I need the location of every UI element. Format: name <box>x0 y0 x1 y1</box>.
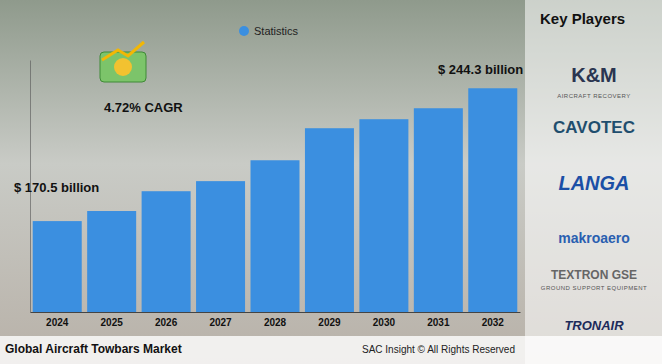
key-players-title: Key Players <box>540 10 625 27</box>
key-player-tagline: GROUND SUPPORT EQUIPMENT <box>541 285 647 291</box>
bar <box>305 128 354 312</box>
background <box>0 0 662 364</box>
key-player: makroaero <box>558 230 630 246</box>
annotation: $ 170.5 billion <box>14 180 99 195</box>
bar <box>359 119 408 312</box>
panel <box>525 0 662 364</box>
bar <box>142 191 191 312</box>
tick-label: 2028 <box>264 317 287 328</box>
annotation: 4.72% CAGR <box>104 100 183 115</box>
tick: 2028 <box>264 312 287 328</box>
bar <box>251 160 300 312</box>
key-player: CAVOTEC <box>553 118 635 137</box>
tick-label: 2024 <box>46 317 69 328</box>
tick-label: 2031 <box>427 317 450 328</box>
key-player-tagline: AIRCRAFT RECOVERY <box>557 93 631 99</box>
bar <box>414 108 463 312</box>
bar <box>87 211 136 312</box>
bar <box>196 181 245 312</box>
tick: 2030 <box>373 312 396 328</box>
tick-label: 2030 <box>373 317 396 328</box>
tick-label: 2032 <box>482 317 505 328</box>
tick: 2032 <box>482 312 505 328</box>
tick: 2025 <box>101 312 124 328</box>
bar <box>33 221 82 312</box>
tick: 2029 <box>318 312 341 328</box>
tick-label: 2026 <box>155 317 178 328</box>
footer: SAC Insight © All Rights Reserved <box>362 344 515 355</box>
legend-label: Statistics <box>254 25 299 37</box>
key-player: K&M <box>571 64 617 86</box>
key-player: LANGA <box>558 172 629 194</box>
tick: 2026 <box>155 312 178 328</box>
footer-band <box>0 336 662 364</box>
key-player: TEXTRON GSE <box>551 268 637 282</box>
money-icon <box>100 42 146 82</box>
tick-label: 2029 <box>318 317 341 328</box>
x-axis: 2024 2025 2026 2027 2028 2029 2030 2031 2032 <box>31 312 521 328</box>
key-player: TRONAIR <box>564 318 624 333</box>
tick-label: 2025 <box>101 317 124 328</box>
annotation: $ 244.3 billion <box>438 62 523 77</box>
x-axis-line <box>31 312 521 313</box>
tick: 2031 <box>427 312 450 328</box>
tick: 2027 <box>209 312 232 328</box>
bars <box>33 88 518 312</box>
title: Global Aircraft Towbars Market <box>5 342 182 356</box>
legend-swatch <box>239 26 249 36</box>
canvas: 2024 2025 2026 2027 2028 2029 2030 2031 2032 Stat… <box>0 0 662 364</box>
bar <box>468 88 517 312</box>
tick: 2024 <box>46 312 69 328</box>
tick-label: 2027 <box>209 317 232 328</box>
